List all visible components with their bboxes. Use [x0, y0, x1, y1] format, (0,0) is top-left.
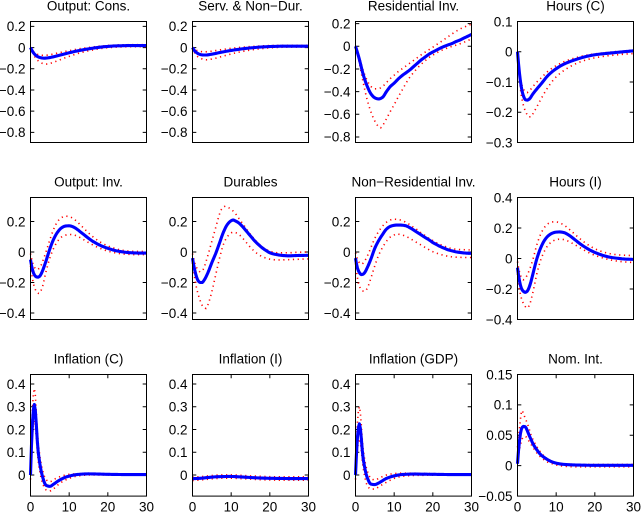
svg-text:−0.3: −0.3: [486, 135, 513, 150]
svg-text:0.4: 0.4: [494, 190, 513, 205]
svg-text:0: 0: [505, 458, 513, 473]
svg-text:Residential Inv.: Residential Inv.: [368, 0, 459, 14]
svg-text:−0.4: −0.4: [161, 83, 188, 98]
svg-text:20: 20: [262, 499, 277, 513]
svg-text:0: 0: [505, 251, 513, 266]
svg-text:10: 10: [62, 499, 77, 513]
svg-text:−0.4: −0.4: [324, 84, 351, 99]
svg-text:−0.2: −0.2: [161, 62, 188, 77]
svg-text:0.3: 0.3: [332, 400, 351, 415]
svg-text:0.4: 0.4: [7, 377, 26, 392]
svg-text:Non−Residential Inv.: Non−Residential Inv.: [352, 175, 476, 190]
svg-text:0.2: 0.2: [332, 214, 351, 229]
svg-text:10: 10: [387, 499, 402, 513]
svg-text:0: 0: [343, 468, 351, 483]
svg-text:Serv. & Non−Dur.: Serv. & Non−Dur.: [198, 0, 302, 14]
svg-text:0: 0: [18, 245, 26, 260]
svg-text:0: 0: [180, 40, 188, 55]
svg-text:30: 30: [626, 499, 641, 513]
svg-text:−0.6: −0.6: [324, 107, 351, 122]
svg-text:0.1: 0.1: [494, 398, 513, 413]
svg-text:Inflation (I): Inflation (I): [219, 352, 283, 367]
svg-text:10: 10: [549, 499, 564, 513]
svg-text:−0.8: −0.8: [324, 130, 351, 145]
svg-text:20: 20: [100, 499, 115, 513]
svg-text:0.05: 0.05: [486, 428, 512, 443]
svg-text:0: 0: [27, 499, 35, 513]
svg-text:0.3: 0.3: [7, 400, 26, 415]
svg-text:0.2: 0.2: [7, 422, 26, 437]
svg-text:0: 0: [180, 468, 188, 483]
svg-text:−0.4: −0.4: [486, 312, 513, 327]
svg-text:−0.6: −0.6: [161, 104, 188, 119]
svg-text:0: 0: [18, 40, 26, 55]
svg-text:Durables: Durables: [223, 175, 277, 190]
svg-text:−0.2: −0.2: [0, 275, 26, 290]
svg-text:−0.2: −0.2: [486, 282, 513, 297]
svg-text:0: 0: [343, 39, 351, 54]
svg-text:Output: Inv.: Output: Inv.: [54, 175, 123, 190]
svg-text:0: 0: [505, 45, 513, 60]
svg-text:0.1: 0.1: [494, 14, 513, 29]
svg-text:−0.4: −0.4: [0, 83, 26, 98]
svg-text:−0.4: −0.4: [161, 306, 188, 321]
svg-text:0: 0: [514, 499, 522, 513]
svg-text:−0.2: −0.2: [0, 62, 26, 77]
svg-text:0.2: 0.2: [332, 16, 351, 31]
svg-text:0: 0: [18, 468, 26, 483]
svg-text:−0.4: −0.4: [0, 306, 26, 321]
svg-text:Inflation (C): Inflation (C): [54, 352, 124, 367]
svg-text:0.2: 0.2: [494, 221, 513, 236]
svg-text:0.15: 0.15: [486, 367, 512, 382]
svg-text:0.3: 0.3: [169, 400, 188, 415]
svg-text:−0.6: −0.6: [0, 104, 26, 119]
svg-text:0.2: 0.2: [169, 19, 188, 34]
svg-text:−0.1: −0.1: [486, 75, 513, 90]
svg-text:30: 30: [464, 499, 479, 513]
svg-text:20: 20: [587, 499, 602, 513]
svg-text:Nom. Int.: Nom. Int.: [548, 352, 603, 367]
svg-text:0.2: 0.2: [169, 214, 188, 229]
svg-text:−0.8: −0.8: [161, 125, 188, 140]
svg-text:−0.8: −0.8: [0, 125, 26, 140]
svg-text:0.2: 0.2: [332, 422, 351, 437]
svg-text:0.2: 0.2: [169, 422, 188, 437]
svg-text:−0.2: −0.2: [324, 275, 351, 290]
svg-text:10: 10: [224, 499, 239, 513]
svg-text:30: 30: [301, 499, 316, 513]
svg-text:0: 0: [343, 245, 351, 260]
svg-text:−0.2: −0.2: [324, 62, 351, 77]
svg-text:0: 0: [189, 499, 197, 513]
svg-text:0.1: 0.1: [332, 445, 351, 460]
svg-text:30: 30: [139, 499, 154, 513]
svg-text:0.4: 0.4: [332, 377, 351, 392]
svg-text:−0.2: −0.2: [161, 275, 188, 290]
svg-text:−0.2: −0.2: [486, 105, 513, 120]
svg-text:0: 0: [352, 499, 360, 513]
svg-text:Hours (I): Hours (I): [549, 175, 602, 190]
svg-text:20: 20: [425, 499, 440, 513]
svg-text:−0.05: −0.05: [478, 489, 512, 504]
svg-text:Hours (C): Hours (C): [546, 0, 605, 14]
svg-text:0.2: 0.2: [7, 214, 26, 229]
svg-text:0.2: 0.2: [7, 19, 26, 34]
svg-text:Output: Cons.: Output: Cons.: [47, 0, 130, 14]
svg-text:0.1: 0.1: [7, 445, 26, 460]
svg-text:0.1: 0.1: [169, 445, 188, 460]
svg-text:0: 0: [180, 245, 188, 260]
svg-text:0.4: 0.4: [169, 377, 188, 392]
svg-text:−0.4: −0.4: [324, 306, 351, 321]
svg-text:Inflation (GDP): Inflation (GDP): [369, 352, 458, 367]
